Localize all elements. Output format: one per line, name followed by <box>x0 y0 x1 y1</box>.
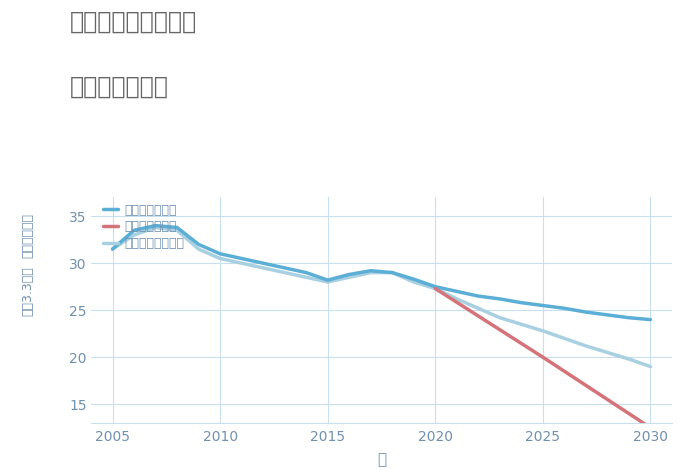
バッドシナリオ <box>431 286 440 291</box>
グッドシナリオ <box>323 277 332 283</box>
グッドシナリオ <box>367 268 375 274</box>
Line: バッドシナリオ: バッドシナリオ <box>435 289 650 428</box>
ノーマルシナリオ <box>431 286 440 291</box>
グッドシナリオ <box>302 270 310 275</box>
ノーマルシナリオ <box>195 246 203 252</box>
X-axis label: 年: 年 <box>377 452 386 467</box>
グッドシナリオ <box>388 270 396 275</box>
グッドシナリオ <box>108 246 117 252</box>
ノーマルシナリオ <box>216 256 224 261</box>
グッドシナリオ <box>431 284 440 290</box>
ノーマルシナリオ <box>646 364 654 369</box>
Text: 坪（3.3㎡）: 坪（3.3㎡） <box>22 266 34 316</box>
ノーマルシナリオ <box>453 296 461 302</box>
グッドシナリオ <box>560 306 568 311</box>
グッドシナリオ <box>474 293 482 299</box>
ノーマルシナリオ <box>625 356 634 362</box>
ノーマルシナリオ <box>259 265 267 271</box>
ノーマルシナリオ <box>367 270 375 275</box>
Line: ノーマルシナリオ: ノーマルシナリオ <box>113 227 650 367</box>
ノーマルシナリオ <box>281 270 289 275</box>
グッドシナリオ <box>151 223 160 228</box>
ノーマルシナリオ <box>517 321 526 327</box>
Text: 兵庫県播磨高岡駅の: 兵庫県播磨高岡駅の <box>70 9 197 33</box>
グッドシナリオ <box>496 296 504 302</box>
グッドシナリオ <box>582 309 590 315</box>
ノーマルシナリオ <box>173 227 181 233</box>
ノーマルシナリオ <box>410 279 418 285</box>
グッドシナリオ <box>517 300 526 306</box>
ノーマルシナリオ <box>496 315 504 321</box>
グッドシナリオ <box>625 315 634 321</box>
Line: グッドシナリオ: グッドシナリオ <box>113 226 650 320</box>
グッドシナリオ <box>646 317 654 322</box>
ノーマルシナリオ <box>474 306 482 311</box>
ノーマルシナリオ <box>582 343 590 349</box>
グッドシナリオ <box>410 276 418 282</box>
グッドシナリオ <box>603 312 612 318</box>
Legend: グッドシナリオ, バッドシナリオ, ノーマルシナリオ: グッドシナリオ, バッドシナリオ, ノーマルシナリオ <box>103 204 184 250</box>
グッドシナリオ <box>130 227 138 233</box>
グッドシナリオ <box>259 260 267 266</box>
ノーマルシナリオ <box>130 232 138 238</box>
ノーマルシナリオ <box>388 270 396 275</box>
ノーマルシナリオ <box>603 350 612 355</box>
グッドシナリオ <box>453 289 461 294</box>
グッドシナリオ <box>539 303 547 308</box>
ノーマルシナリオ <box>345 274 354 280</box>
ノーマルシナリオ <box>151 225 160 230</box>
ノーマルシナリオ <box>323 279 332 285</box>
グッドシナリオ <box>237 256 246 261</box>
ノーマルシナリオ <box>302 274 310 280</box>
グッドシナリオ <box>173 225 181 230</box>
バッドシナリオ <box>646 425 654 431</box>
グッドシナリオ <box>216 251 224 257</box>
グッドシナリオ <box>345 272 354 277</box>
ノーマルシナリオ <box>560 336 568 341</box>
ノーマルシナリオ <box>539 328 547 334</box>
ノーマルシナリオ <box>237 260 246 266</box>
グッドシナリオ <box>195 242 203 247</box>
Text: 単価（万円）: 単価（万円） <box>22 212 34 258</box>
バッドシナリオ <box>539 354 547 360</box>
ノーマルシナリオ <box>108 246 117 252</box>
グッドシナリオ <box>281 265 289 271</box>
Text: 土地の価格推移: 土地の価格推移 <box>70 75 169 99</box>
